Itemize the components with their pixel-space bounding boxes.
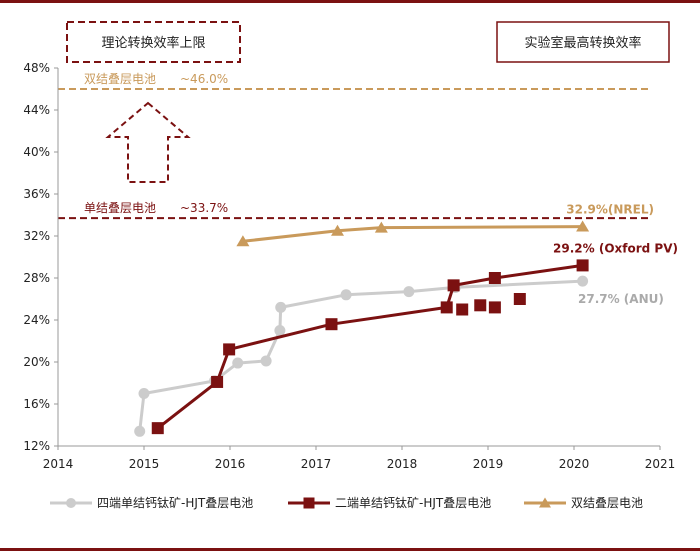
data-point	[331, 224, 344, 236]
x-tick-label: 2016	[215, 457, 246, 471]
y-tick-label: 16%	[23, 397, 50, 411]
series-line	[156, 263, 583, 430]
data-point	[211, 375, 224, 388]
y-tick-label: 28%	[23, 271, 50, 285]
series-line	[242, 225, 583, 243]
data-point	[275, 301, 287, 313]
data-point	[274, 325, 286, 336]
series-end-label: 27.7% (ANU)	[578, 292, 664, 306]
data-point	[134, 425, 146, 437]
data-point	[236, 235, 250, 247]
legend-item: 双结叠层电池	[524, 496, 643, 510]
y-tick-label: 24%	[23, 313, 50, 327]
data-point	[576, 259, 589, 272]
data-point	[513, 293, 526, 305]
legend-label: 四端单结钙钛矿-HJT叠层电池	[97, 495, 253, 510]
reference-value: ~46.0%	[180, 72, 228, 86]
legend-label: 二端单结钙钛矿-HJT叠层电池	[335, 495, 491, 510]
data-point	[474, 299, 487, 312]
y-tick-label: 40%	[23, 145, 50, 159]
legend: 四端单结钙钛矿-HJT叠层电池 二端单结钙钛矿-HJT叠层电池 双结叠层电池	[50, 495, 643, 510]
axes: 12% 16% 20% 24% 28% 32% 36% 40% 44% 48% 2014 2015 20…	[23, 61, 675, 471]
series-1: 27.7% (ANU)	[134, 275, 664, 437]
x-tick-label: 2015	[129, 457, 160, 471]
data-point	[223, 343, 236, 356]
legend-label: 双结叠层电池	[571, 496, 643, 510]
data-point	[138, 388, 150, 399]
annotations: 理论转换效率上限 实验室最高转换效率	[66, 21, 670, 183]
series-2: 29.2% (Oxford PV)	[151, 241, 678, 435]
y-tick-label: 12%	[23, 439, 50, 453]
data-point	[151, 422, 164, 435]
legend-item: 四端单结钙钛矿-HJT叠层电池	[50, 495, 253, 510]
y-tick-label: 32%	[23, 229, 50, 243]
series-group: 27.7% (ANU) 29.2% (Oxford PV) 32.9%(NREL)	[134, 203, 678, 437]
legend-item: 二端单结钙钛矿-HJT叠层电池	[288, 495, 491, 510]
lab-record-label: 实验室最高转换效率	[524, 35, 641, 51]
x-tick-label: 2019	[473, 457, 504, 471]
data-point	[340, 289, 352, 301]
series-3: 32.9%(NREL)	[236, 203, 654, 247]
data-point	[488, 272, 501, 284]
legend-marker	[66, 498, 76, 508]
data-point	[232, 357, 244, 369]
y-tick-label: 36%	[23, 187, 50, 201]
data-point	[374, 221, 388, 233]
data-point	[440, 301, 453, 314]
legend-marker	[539, 497, 551, 508]
data-point	[577, 275, 589, 287]
theoretical-limit-box	[66, 21, 241, 63]
x-tick-label: 2014	[43, 457, 74, 471]
x-tick-label: 2021	[645, 457, 676, 471]
y-tick-label: 20%	[23, 355, 50, 369]
series-end-label: 32.9%(NREL)	[566, 203, 654, 217]
x-tick-label: 2017	[301, 457, 332, 471]
reference-lines: 双结叠层电池 ~46.0% 单结叠层电池 ~33.7%	[58, 72, 652, 220]
x-tick-label: 2018	[387, 457, 418, 471]
lab-record-box	[496, 21, 670, 63]
y-tick-label: 44%	[23, 103, 50, 117]
top-border	[0, 0, 700, 3]
up-arrow-icon	[105, 101, 191, 183]
data-point	[456, 303, 469, 316]
y-tick-label: 48%	[23, 61, 50, 75]
legend-marker	[303, 497, 315, 509]
data-point	[325, 318, 338, 331]
theoretical-limit-label: 理论转换效率上限	[101, 35, 205, 51]
bottom-border	[0, 548, 700, 551]
data-point	[488, 301, 501, 314]
x-tick-label: 2020	[559, 457, 590, 471]
series-end-label: 29.2% (Oxford PV)	[553, 241, 678, 255]
data-point	[576, 220, 590, 232]
data-point	[403, 286, 415, 298]
reference-label: 单结叠层电池	[84, 201, 156, 215]
reference-value: ~33.7%	[180, 201, 228, 215]
data-point	[260, 355, 272, 367]
data-point	[447, 279, 460, 292]
reference-label: 双结叠层电池	[84, 72, 156, 86]
